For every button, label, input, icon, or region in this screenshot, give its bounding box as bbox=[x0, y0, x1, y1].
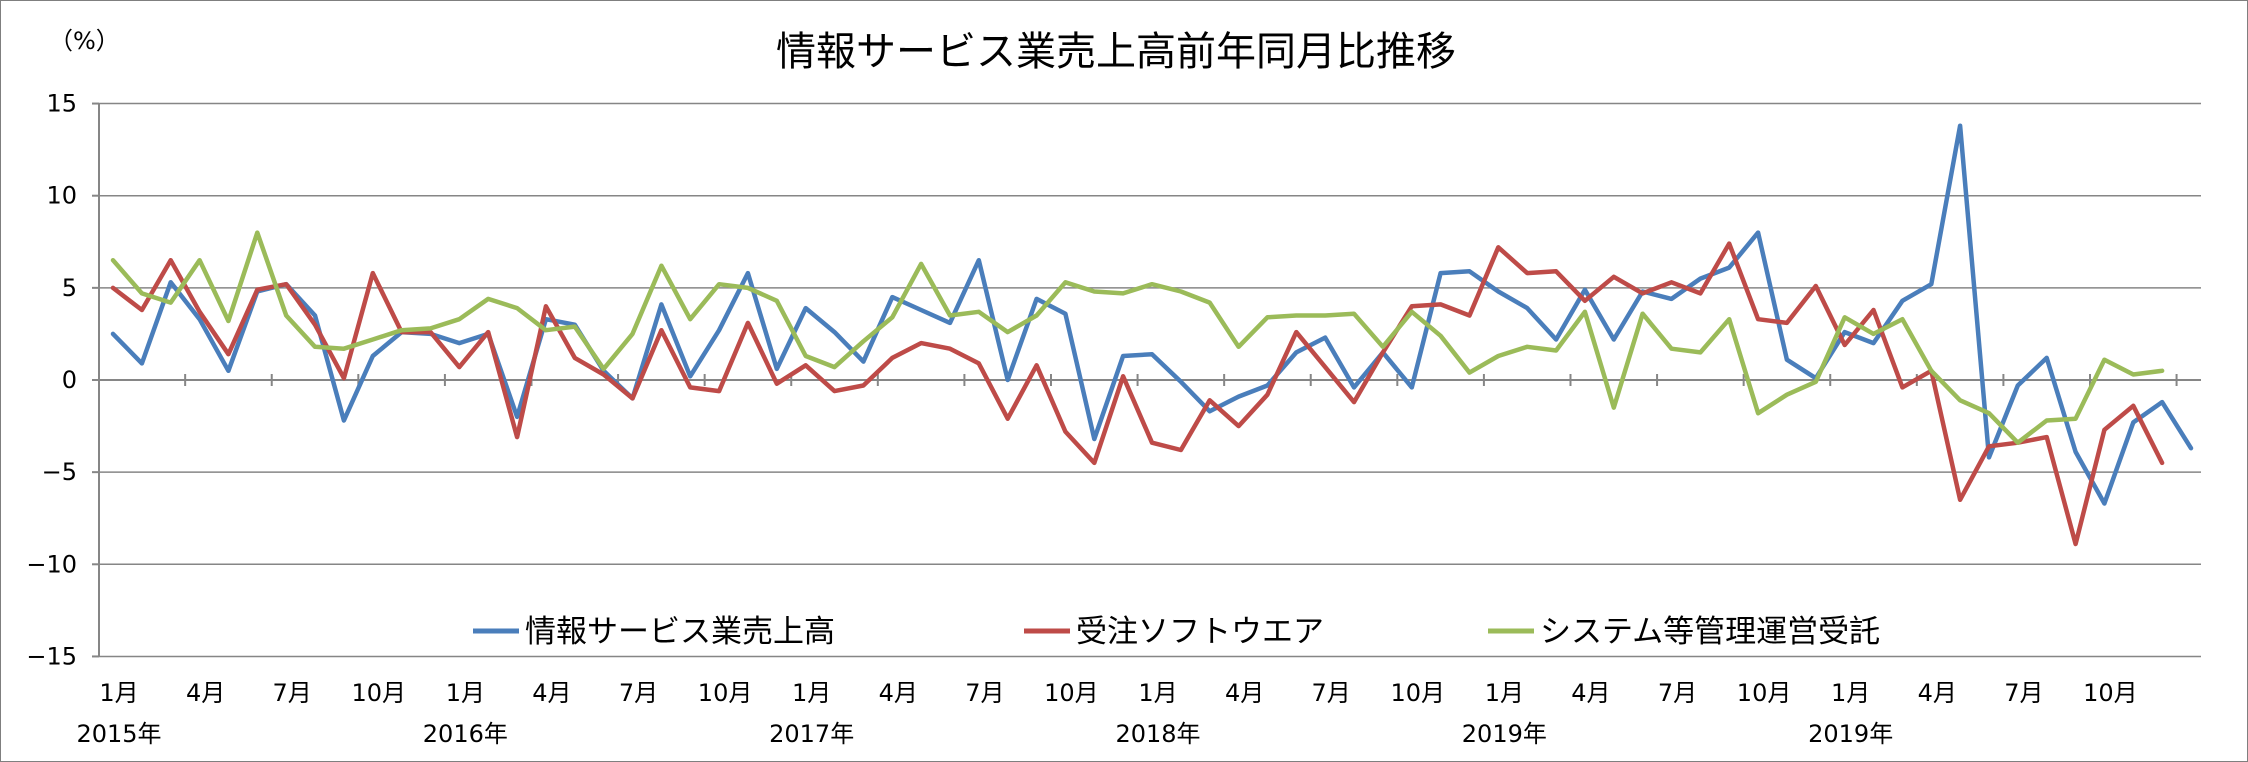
x-year-label: 2018年 bbox=[1115, 720, 1200, 748]
y-axis-unit-label: （%） bbox=[49, 27, 120, 55]
x-tick-label: 10月 bbox=[1044, 679, 1099, 707]
series-lines bbox=[110, 123, 2194, 547]
x-tick-label: 7月 bbox=[619, 679, 658, 707]
legend-label: システム等管理運営受託 bbox=[1540, 614, 1880, 650]
y-tick-label: 5 bbox=[62, 274, 77, 302]
x-year-label: 2019年 bbox=[1808, 720, 1893, 748]
x-tick-label: 1月 bbox=[446, 679, 485, 707]
axes bbox=[92, 102, 2201, 658]
x-tick-label: 7月 bbox=[1312, 679, 1351, 707]
x-tick-label: 10月 bbox=[351, 679, 406, 707]
x-tick-label: 4月 bbox=[1918, 679, 1957, 707]
x-tick-label: 1月 bbox=[1485, 679, 1524, 707]
x-tick-label: 4月 bbox=[879, 679, 918, 707]
x-tick-label: 10月 bbox=[1390, 679, 1445, 707]
x-tick-label: 1月 bbox=[1831, 679, 1870, 707]
x-year-label: 2015年 bbox=[76, 720, 161, 748]
series-line-2 bbox=[110, 241, 2165, 547]
x-tick-label: 1月 bbox=[1138, 679, 1177, 707]
x-tick-label: 4月 bbox=[186, 679, 225, 707]
series-line-3 bbox=[110, 230, 2165, 445]
x-tick-label: 7月 bbox=[273, 679, 312, 707]
x-tick-label: 4月 bbox=[1571, 679, 1610, 707]
x-tick-label: 7月 bbox=[1658, 679, 1697, 707]
legend: 情報サービス業売上高 受注ソフトウエア システム等管理運営受託 bbox=[473, 614, 1880, 650]
x-tick-label: 7月 bbox=[2004, 679, 2043, 707]
y-tick-labels: 15 10 5 0 −5 −10 −15 bbox=[26, 90, 77, 671]
chart-title: 情報サービス業売上高前年同月比推移 bbox=[776, 29, 1456, 75]
gridlines bbox=[99, 102, 2201, 658]
x-tick-label: 4月 bbox=[1225, 679, 1264, 707]
x-tick-label: 7月 bbox=[965, 679, 1004, 707]
x-tick-label: 1月 bbox=[792, 679, 831, 707]
x-tick-label: 10月 bbox=[2083, 679, 2138, 707]
y-tick-label: 15 bbox=[46, 90, 77, 118]
x-tick-label: 4月 bbox=[532, 679, 571, 707]
x-year-label: 2017年 bbox=[769, 720, 854, 748]
x-year-label: 2016年 bbox=[423, 720, 508, 748]
x-tick-label: 10月 bbox=[698, 679, 753, 707]
series-line-1 bbox=[110, 123, 2194, 506]
y-tick-label: −10 bbox=[26, 550, 77, 578]
x-tick-label: 1月 bbox=[99, 679, 138, 707]
y-tick-label: −15 bbox=[26, 642, 77, 670]
x-year-label: 2019年 bbox=[1462, 720, 1547, 748]
legend-label: 受注ソフトウエア bbox=[1076, 614, 1324, 650]
x-tick-label: 10月 bbox=[1737, 679, 1792, 707]
x-tick-labels: 1月 2015年 4月 7月 10月 1月 2016年 4月 7月 10月 1月 2017年 4月 7月 1… bbox=[76, 679, 2137, 748]
y-tick-label: 0 bbox=[62, 366, 77, 394]
y-tick-label: 10 bbox=[46, 182, 77, 210]
y-tick-label: −5 bbox=[42, 458, 77, 486]
legend-label: 情報サービス業売上高 bbox=[525, 614, 835, 650]
